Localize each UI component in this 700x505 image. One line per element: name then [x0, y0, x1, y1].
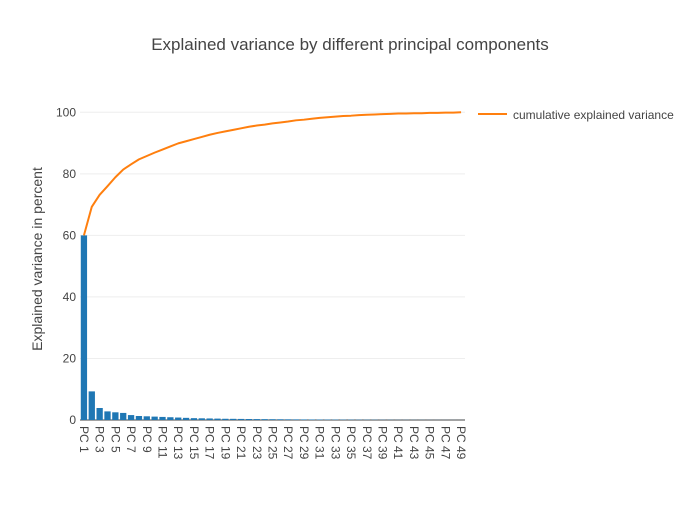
y-tick-label: 40 [63, 290, 77, 304]
x-tick-label: PC 23 [250, 426, 264, 460]
bar-pc-19 [222, 419, 228, 420]
x-tick-label: PC 47 [438, 426, 452, 460]
bar-pc-16 [199, 418, 205, 420]
x-tick-label: PC 25 [266, 426, 280, 460]
bar-pc-23 [254, 419, 260, 420]
x-tick-label: PC 39 [376, 426, 390, 460]
bar-pc-27 [285, 419, 291, 420]
x-tick-label: PC 41 [391, 426, 405, 460]
x-tick-label: PC 1 [77, 426, 91, 453]
y-tick-label: 100 [56, 105, 76, 119]
x-tick-label: PC 33 [328, 426, 342, 460]
bar-pc-13 [175, 418, 181, 420]
bar-pc-21 [238, 419, 244, 420]
x-tick-label: PC 45 [423, 426, 437, 460]
x-tick-label: PC 35 [344, 426, 358, 460]
x-tick-label: PC 29 [297, 426, 311, 460]
bar-pc-1 [81, 235, 87, 420]
x-tick-label: PC 7 [124, 426, 138, 453]
bar-pc-4 [104, 411, 110, 420]
y-tick-label: 80 [63, 167, 77, 181]
x-tick-label: PC 19 [218, 426, 232, 460]
bar-pc-7 [128, 415, 134, 420]
bar-pc-12 [167, 417, 173, 420]
bar-pc-22 [246, 419, 252, 420]
bar-pc-10 [152, 417, 158, 420]
x-tick-label: PC 43 [407, 426, 421, 460]
y-tick-label: 60 [63, 228, 77, 242]
bar-pc-17 [207, 418, 213, 420]
x-tick-label: PC 11 [156, 426, 170, 459]
x-tick-label: PC 3 [93, 426, 107, 453]
bar-pc-6 [120, 413, 126, 420]
bar-pc-9 [144, 416, 150, 420]
bar-pc-29 [301, 419, 307, 420]
bar-pc-30 [309, 419, 315, 420]
x-tick-label: PC 21 [234, 426, 248, 460]
bar-pc-14 [183, 418, 189, 420]
legend-label-cumulative: cumulative explained variance [513, 108, 674, 122]
bar-pc-5 [112, 412, 118, 420]
bar-pc-20 [230, 419, 236, 420]
bar-pc-3 [97, 408, 103, 420]
bar-pc-8 [136, 416, 142, 420]
bar-pc-18 [214, 419, 220, 420]
bar-pc-2 [89, 391, 95, 420]
x-tick-label: PC 49 [454, 426, 468, 460]
bar-pc-15 [191, 418, 197, 420]
y-tick-label: 20 [63, 351, 77, 365]
x-tick-label: PC 27 [281, 426, 295, 460]
y-tick-label: 0 [69, 413, 76, 427]
y-axis-label: Explained variance in percent [29, 167, 45, 351]
bar-pc-28 [293, 419, 299, 420]
chart-title: Explained variance by different principa… [151, 35, 549, 54]
x-tick-label: PC 5 [108, 426, 122, 453]
bar-pc-24 [262, 419, 268, 420]
x-tick-label: PC 17 [203, 426, 217, 460]
x-tick-label: PC 15 [187, 426, 201, 460]
x-tick-label: PC 13 [171, 426, 185, 460]
bar-pc-11 [159, 417, 165, 420]
x-tick-label: PC 9 [140, 426, 154, 453]
x-tick-label: PC 37 [360, 426, 374, 460]
x-tick-label: PC 31 [313, 426, 327, 460]
bar-pc-25 [269, 419, 275, 420]
bar-pc-26 [277, 419, 283, 420]
